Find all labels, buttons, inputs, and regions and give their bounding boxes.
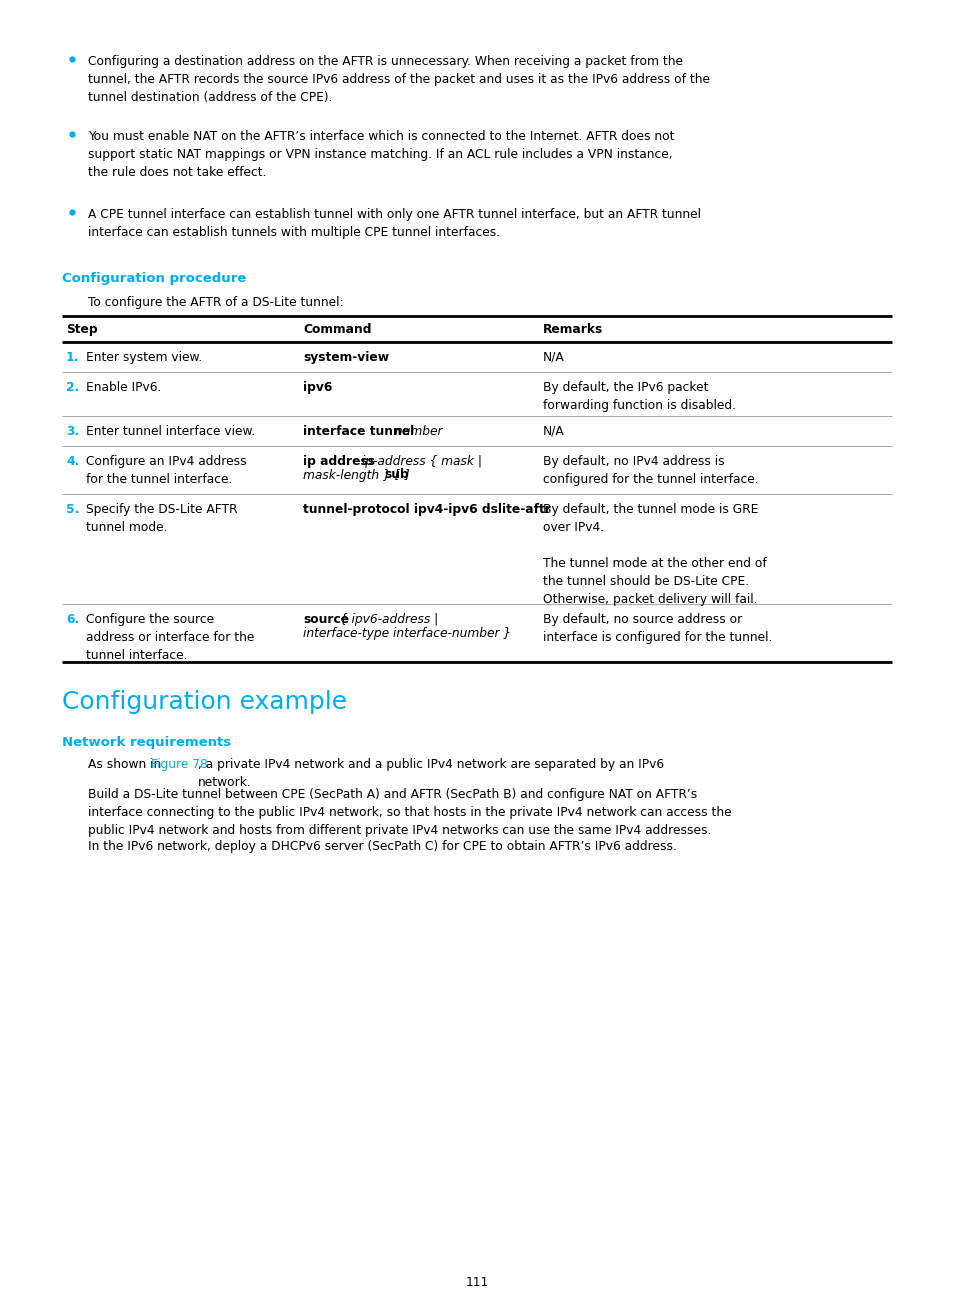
Text: ]: ] [401, 468, 410, 482]
Text: N/A: N/A [542, 351, 564, 364]
Text: number: number [391, 425, 442, 438]
Text: interface tunnel: interface tunnel [303, 425, 414, 438]
Text: N/A: N/A [542, 425, 564, 438]
Text: Remarks: Remarks [542, 323, 602, 336]
Text: Build a DS-Lite tunnel between CPE (SecPath A) and AFTR (SecPath B) and configur: Build a DS-Lite tunnel between CPE (SecP… [88, 788, 731, 837]
Text: A CPE tunnel interface can establish tunnel with only one AFTR tunnel interface,: A CPE tunnel interface can establish tun… [88, 207, 700, 238]
Text: By default, the IPv6 packet
forwarding function is disabled.: By default, the IPv6 packet forwarding f… [542, 381, 735, 412]
Text: { ipv6-address |: { ipv6-address | [335, 613, 437, 626]
Text: , a private IPv4 network and a public IPv4 network are separated by an IPv6
netw: , a private IPv4 network and a public IP… [198, 758, 663, 789]
Text: interface-type interface-number }: interface-type interface-number } [303, 626, 511, 639]
Text: Enter tunnel interface view.: Enter tunnel interface view. [86, 425, 255, 438]
Text: Specify the DS-Lite AFTR
tunnel mode.: Specify the DS-Lite AFTR tunnel mode. [86, 503, 237, 534]
Text: Enable IPv6.: Enable IPv6. [86, 381, 161, 394]
Text: As shown in: As shown in [88, 758, 165, 771]
Text: 2.: 2. [66, 381, 79, 394]
Text: ip-address { mask |: ip-address { mask | [357, 455, 481, 468]
Text: To configure the AFTR of a DS-Lite tunnel:: To configure the AFTR of a DS-Lite tunne… [88, 295, 343, 308]
Text: Configuring a destination address on the AFTR is unnecessary. When receiving a p: Configuring a destination address on the… [88, 54, 709, 104]
Text: Enter system view.: Enter system view. [86, 351, 202, 364]
Text: Figure 78: Figure 78 [151, 758, 208, 771]
Text: ip address: ip address [303, 455, 375, 468]
Text: 3.: 3. [66, 425, 79, 438]
Text: mask-length } [: mask-length } [ [303, 468, 403, 482]
Text: source: source [303, 613, 349, 626]
Text: Network requirements: Network requirements [62, 736, 231, 749]
Text: 4.: 4. [66, 455, 79, 468]
Text: Configure the source
address or interface for the
tunnel interface.: Configure the source address or interfac… [86, 613, 254, 662]
Text: By default, no source address or
interface is configured for the tunnel.: By default, no source address or interfa… [542, 613, 772, 644]
Text: tunnel-protocol ipv4-ipv6 dslite-aftr: tunnel-protocol ipv4-ipv6 dslite-aftr [303, 503, 550, 516]
Text: Command: Command [303, 323, 371, 336]
Text: Step: Step [66, 323, 97, 336]
Text: By default, no IPv4 address is
configured for the tunnel interface.: By default, no IPv4 address is configure… [542, 455, 758, 486]
Text: sub: sub [384, 468, 409, 482]
Text: 5.: 5. [66, 503, 79, 516]
Text: By default, the tunnel mode is GRE
over IPv4.

The tunnel mode at the other end : By default, the tunnel mode is GRE over … [542, 503, 766, 607]
Text: In the IPv6 network, deploy a DHCPv6 server (SecPath C) for CPE to obtain AFTR’s: In the IPv6 network, deploy a DHCPv6 ser… [88, 840, 677, 853]
Text: 1.: 1. [66, 351, 79, 364]
Text: You must enable NAT on the AFTR’s interface which is connected to the Internet. : You must enable NAT on the AFTR’s interf… [88, 130, 674, 179]
Text: 6.: 6. [66, 613, 79, 626]
Text: ipv6: ipv6 [303, 381, 332, 394]
Text: system-view: system-view [303, 351, 389, 364]
Text: Configuration example: Configuration example [62, 689, 347, 714]
Text: 111: 111 [465, 1277, 488, 1290]
Text: Configuration procedure: Configuration procedure [62, 272, 246, 285]
Text: Configure an IPv4 address
for the tunnel interface.: Configure an IPv4 address for the tunnel… [86, 455, 247, 486]
